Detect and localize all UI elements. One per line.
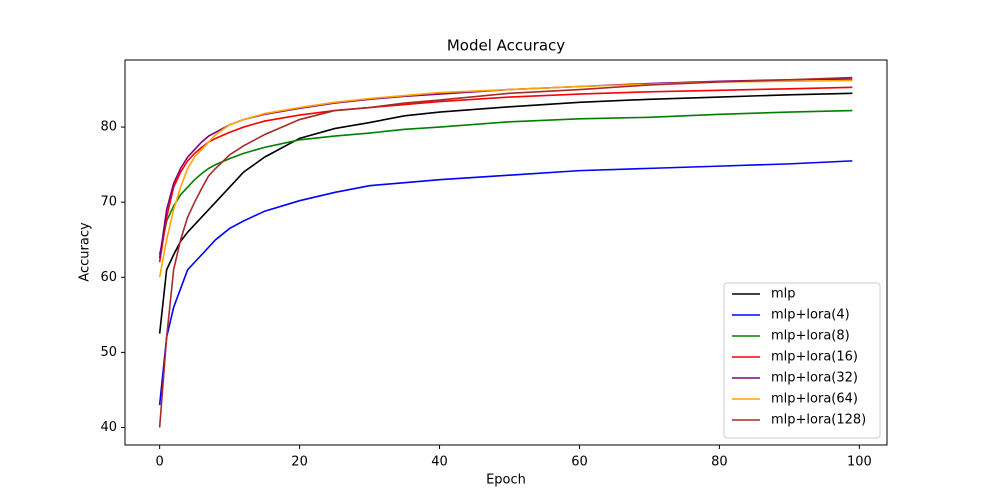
y-tick-label: 60 bbox=[100, 270, 117, 285]
legend-label: mlp+lora(16) bbox=[771, 350, 858, 365]
x-tick-label: 80 bbox=[711, 455, 728, 470]
y-axis-label: Accuracy bbox=[78, 222, 93, 282]
legend-box bbox=[723, 282, 881, 439]
y-tick-label: 50 bbox=[100, 345, 117, 360]
y-tick-label: 80 bbox=[100, 120, 117, 135]
series-line bbox=[158, 86, 853, 263]
plot-frame bbox=[124, 59, 888, 446]
y-tick-label: 70 bbox=[100, 195, 117, 210]
series-line bbox=[158, 79, 853, 278]
chart-title: Model Accuracy bbox=[447, 37, 565, 55]
x-axis-label: Epoch bbox=[486, 473, 526, 488]
x-tick-label: 40 bbox=[431, 455, 448, 470]
legend-label: mlp+lora(4) bbox=[771, 308, 850, 323]
x-tick-label: 60 bbox=[571, 455, 588, 470]
legend-label: mlp+lora(32) bbox=[771, 371, 858, 386]
legend-label: mlp+lora(8) bbox=[771, 329, 850, 344]
legend-label: mlp bbox=[771, 287, 796, 302]
legend-label: mlp+lora(128) bbox=[771, 413, 866, 428]
x-tick-label: 20 bbox=[291, 455, 308, 470]
legend-label: mlp+lora(64) bbox=[771, 392, 858, 407]
x-tick-label: 100 bbox=[847, 455, 872, 470]
series-line bbox=[158, 92, 853, 334]
series-line bbox=[158, 76, 853, 428]
series-line bbox=[158, 160, 853, 406]
x-tick-label: 0 bbox=[155, 455, 163, 470]
series-line bbox=[158, 109, 853, 255]
y-tick-label: 40 bbox=[100, 420, 117, 435]
